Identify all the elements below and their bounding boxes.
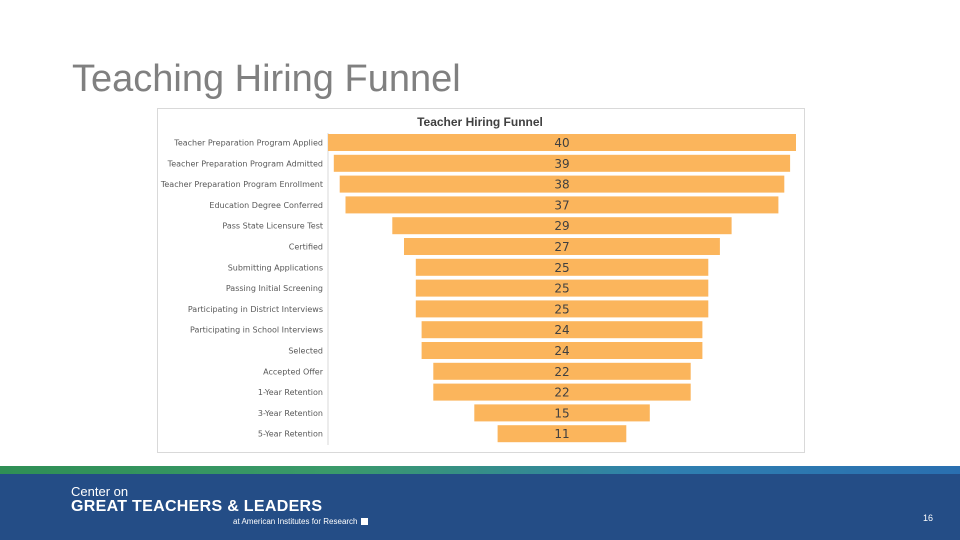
slide-title: Teaching Hiring Funnel: [72, 58, 461, 100]
category-label: Accepted Offer: [263, 367, 324, 376]
category-label: Certified: [289, 243, 323, 252]
category-label: Submitting Applications: [228, 263, 323, 272]
category-label: Teacher Preparation Program Applied: [173, 139, 323, 148]
square-icon: [360, 518, 368, 526]
funnel-bar: [415, 300, 709, 318]
funnel-bar: [328, 134, 796, 151]
bar-value-label: 38: [554, 178, 569, 192]
footer-bar: Center on GREAT TEACHERS & LEADERS at Am…: [0, 474, 960, 540]
category-label: Participating in School Interviews: [190, 326, 323, 335]
bar-value-label: 40: [554, 136, 569, 150]
funnel-bar: [474, 404, 650, 422]
brand-line1: Center on: [71, 484, 129, 499]
category-label: 3-Year Retention: [258, 409, 323, 418]
funnel-bar: [421, 321, 703, 339]
funnel-bar: [415, 279, 709, 297]
bar-value-label: 27: [554, 240, 569, 254]
funnel-bar: [497, 425, 627, 443]
category-label: Pass State Licensure Test: [222, 222, 323, 231]
funnel-bar: [345, 196, 779, 214]
category-label: 1-Year Retention: [258, 388, 323, 397]
chart-title: Teacher Hiring Funnel: [417, 115, 543, 129]
page-number: 16: [923, 513, 934, 523]
bar-value-label: 24: [554, 344, 569, 358]
category-label: 5-Year Retention: [258, 430, 323, 439]
bars-group: 40 Teacher Preparation Program Applied 39 T…: [160, 134, 796, 443]
bar-value-label: 25: [554, 282, 569, 296]
bar-value-label: 15: [554, 406, 569, 420]
bar-value-label: 25: [554, 261, 569, 275]
bar-value-label: 22: [554, 365, 569, 379]
funnel-bar: [333, 154, 791, 172]
funnel-chart: Teacher Hiring Funnel 40 Teacher Preparat…: [157, 108, 805, 453]
brand-line3: at American Institutes for Research: [233, 517, 368, 526]
category-label: Education Degree Conferred: [209, 201, 323, 210]
category-label: Selected: [288, 347, 323, 356]
footer-stripe: [0, 466, 960, 474]
funnel-bar: [433, 362, 691, 380]
category-label: Participating in District Interviews: [188, 305, 323, 314]
bar-value-label: 24: [554, 323, 569, 337]
bar-value-label: 22: [554, 386, 569, 400]
bar-value-label: 39: [554, 157, 569, 171]
funnel-bar: [392, 217, 732, 235]
funnel-bar: [339, 175, 785, 193]
funnel-bar: [433, 383, 691, 401]
category-label: Teacher Preparation Program Admitted: [167, 159, 323, 168]
category-label: Teacher Preparation Program Enrollment: [160, 180, 323, 189]
bar-value-label: 37: [554, 198, 569, 212]
funnel-bar: [421, 342, 703, 359]
bar-value-label: 29: [554, 219, 569, 233]
category-label: Passing Initial Screening: [226, 284, 323, 293]
funnel-bar: [415, 258, 709, 276]
bar-value-label: 25: [554, 302, 569, 316]
funnel-chart-svg: Teacher Hiring Funnel 40 Teacher Preparat…: [160, 115, 796, 445]
bar-value-label: 11: [554, 427, 569, 441]
brand-line2: GREAT TEACHERS & LEADERS: [71, 498, 323, 515]
brand-line3-text: at American Institutes for Research: [233, 517, 358, 526]
funnel-bar: [404, 238, 720, 255]
